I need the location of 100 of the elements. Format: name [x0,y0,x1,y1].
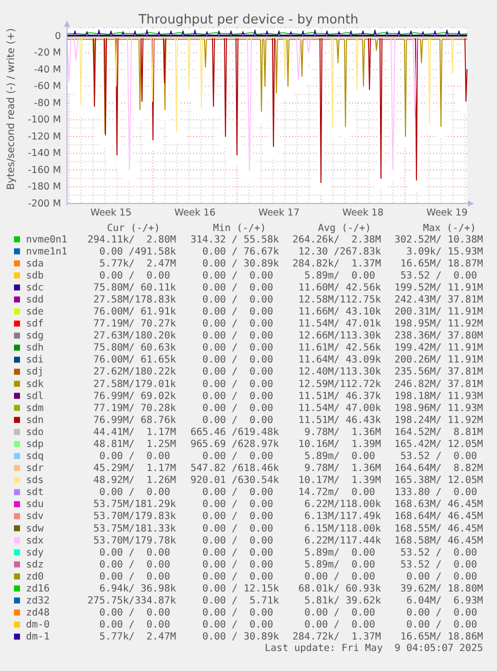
legend-label: dm-1 [26,631,50,642]
text: 53.52 / 0.00 [400,450,478,462]
text: 77.19M/ 70.27k [93,318,176,330]
text: 6.04M/ 6.93M [406,595,484,606]
text: 68.01k/ 60.93k [298,582,382,594]
chart-title: Throughput per device - by month [138,12,358,27]
text: 11.51M/ 46.43k [298,414,382,426]
text: 0.00 / 0.00 [202,522,274,534]
x-tick-label: Week 16 [174,207,216,218]
text: 199.52M/ 11.91M [394,282,484,293]
legend-label: sdl [26,390,44,402]
text: 0.00 / 0.00 [406,570,478,582]
legend-label: sdg [26,330,44,342]
y-tick-label: -160 M [28,164,61,176]
legend-label: sdh [26,342,44,354]
text: 27.58M/178.83k [93,294,176,305]
legend-label: sdz [26,558,44,570]
legend-label: sde [26,306,44,318]
text: 165.38M/ 12.05M [394,474,484,486]
legend-label: sdo [26,426,44,438]
text: 27.63M/180.20k [93,330,176,342]
y-tick-label: -80 M [34,97,61,108]
text: 0.00 / 0.00 [202,402,274,414]
text: 44.41M/ 1.17M [93,426,176,438]
text: 264.26k/ 2.38M [292,234,382,245]
text: 48.81M/ 1.25M [93,438,176,450]
text: 0.00 / 0.00 [202,270,274,281]
text: 0.00 / 0.00 [202,607,274,618]
text: 3.09k/ 15.93M [406,246,484,257]
text: 0.00 / 0.00 [406,607,478,618]
text: 168.55M/ 46.45M [394,522,484,534]
x-tick-label: Week 17 [258,207,300,218]
text: 12.30 /267.83k [298,246,382,257]
text: 133.80 / 0.00 [394,486,478,498]
text: 0.00 / 0.00 [202,342,274,354]
text: 920.01 /630.54k [190,474,280,486]
y-tick-label: 0 [54,30,61,42]
text: 53.52 / 0.00 [400,558,478,570]
text: 235.56M/ 37.81M [394,366,484,378]
text: 665.46 /619.48k [190,426,280,438]
text: 547.82 /618.46k [190,462,280,474]
legend-label: zd48 [26,607,50,618]
legend-label: nvme0n1 [26,234,68,245]
text: 6.22M/117.44k [304,534,382,546]
text: 0.00 / 0.00 [304,619,376,630]
text: 164.64M/ 8.82M [394,462,484,474]
text: 6.13M/117.49k [304,510,382,522]
legend-label: sda [26,258,44,269]
text: Max (-/+) [423,222,476,234]
text: 198.18M/ 11.93M [394,390,484,402]
text: 0.00 / 30.89k [202,631,280,642]
text: 284.82k/ 1.37M [292,258,382,269]
legend-label: sdv [26,510,44,522]
text: 0.00 / 0.00 [99,619,170,630]
text: 11.61M/ 42.56k [298,342,382,354]
text: 27.62M/180.22k [93,366,176,378]
text: 76.99M/ 68.76k [93,414,176,426]
text: 0.00 /491.58k [99,246,176,257]
text: 200.31M/ 11.91M [394,306,484,318]
text: 45.29M/ 1.17M [93,462,176,474]
text: 199.42M/ 11.91M [394,342,484,354]
text: 0.00 / 0.00 [202,306,274,318]
text: 0.00 / 0.00 [202,378,274,390]
text: 0.00 / 0.00 [202,534,274,546]
text: 200.26M/ 11.91M [394,354,484,366]
legend-label: sdj [26,366,44,378]
text: 168.58M/ 46.45M [394,534,484,546]
legend-label: sdd [26,294,44,305]
text: 5.89m/ 0.00 [304,558,376,570]
x-tick-label: Week 19 [426,207,468,218]
text: 5.77k/ 2.47M [99,258,176,269]
text: 10.16M/ 1.39M [298,438,382,450]
text: 302.52M/ 10.38M [394,234,484,245]
text: 12.58M/112.75k [298,294,382,305]
text: 5.89m/ 0.00 [304,546,376,558]
text: 53.52 / 0.00 [400,546,478,558]
text: 168.64M/ 46.45M [394,510,484,522]
text: 0.00 / 0.00 [202,318,274,330]
text: 284.72k/ 1.37M [292,631,382,642]
text: 246.82M/ 37.81M [394,378,484,390]
text: 0.00 / 0.00 [202,450,274,462]
text: 6.94k/ 36.98k [99,582,176,594]
legend-label: sdn [26,414,44,426]
legend-label: sdx [26,534,44,546]
text: 0.00 / 0.00 [202,282,274,293]
text: 0.00 / 30.89k [202,258,280,269]
text: 198.24M/ 11.92M [394,414,484,426]
legend-label: nvme1n1 [26,246,68,257]
y-tick-label: -140 M [28,148,61,159]
text: 0.00 / 0.00 [202,510,274,522]
text: 0.00 / 0.00 [99,270,170,281]
text: 0.00 / 0.00 [202,294,274,305]
legend-label: sdy [26,546,44,558]
text: 0.00 / 0.00 [202,558,274,570]
text: 294.11k/ 2.80M [88,234,176,245]
text: 0.00 / 5.71k [202,595,280,606]
text: 242.43M/ 37.81M [394,294,484,305]
text: 0.00 / 0.00 [99,558,170,570]
legend-label: sdc [26,282,44,293]
text: 9.78M/ 1.36M [304,426,382,438]
